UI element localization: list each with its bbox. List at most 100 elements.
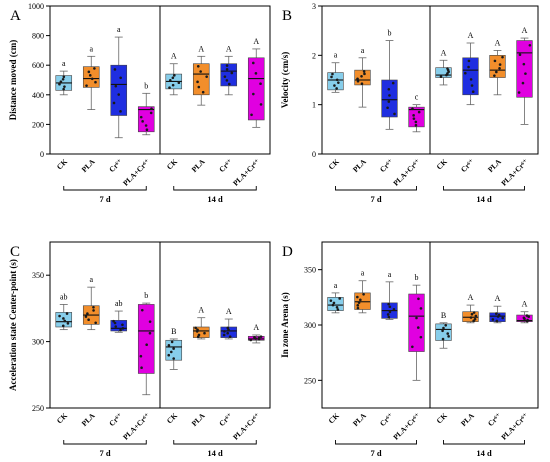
x-category-label: PLA+Cr⁶⁺ [391,411,422,442]
data-point [87,70,91,74]
data-point [387,100,391,103]
data-point [139,115,143,119]
data-point [417,110,421,114]
data-point [330,75,333,79]
box-b-7: A PLA+Cr⁶⁺ [499,26,533,188]
data-point [331,303,335,307]
data-point [419,335,423,339]
data-point [201,90,205,94]
data-point [194,326,197,330]
box-d-3: b PLA+Cr⁶⁺ [391,273,425,442]
data-point [412,114,415,117]
data-point [335,78,339,82]
y-tick-label: 1000 [28,2,44,11]
data-point [470,312,474,316]
significance-letter: A [441,48,447,57]
group-bracket [335,186,417,191]
data-point [113,321,117,325]
data-point [469,78,473,81]
data-point [495,319,499,323]
y-tick-label: 800 [32,32,44,41]
box-body [82,66,100,88]
group-label: 14 d [476,448,492,458]
data-point [522,62,526,66]
group-label: 14 d [207,194,223,204]
significance-letter: ab [60,292,68,301]
data-point [252,92,255,96]
panel-label: B [282,8,292,24]
data-point [332,301,336,305]
y-axis-label: Distance moved (cm) [8,40,18,120]
box-body [435,67,452,78]
data-point [168,86,171,89]
significance-letter: a [361,46,365,55]
x-category-label: PLA+Cr⁶⁺ [231,157,262,188]
data-point [415,316,418,320]
box-body [408,293,425,352]
box-body [489,55,506,78]
box-b-1: a PLA [351,46,371,174]
data-point [171,76,175,80]
x-category-label: CK [165,411,179,425]
data-point [172,357,175,360]
significance-letter: a [334,51,338,60]
data-point [196,80,199,84]
data-point [199,70,202,73]
data-point [225,67,229,71]
significance-letter: b [388,29,392,38]
x-category-label: CK [327,411,341,425]
data-point [121,323,124,327]
group-label: 14 d [476,194,492,204]
data-point [250,113,253,117]
box-c-0: ab CK [55,292,73,425]
data-point [58,314,61,318]
data-point [61,324,65,328]
significance-letter: A [226,307,232,316]
x-category-label: PLA [351,157,368,174]
x-category-label: Cr⁶⁺ [378,157,395,174]
data-point [59,80,63,84]
y-tick-label: 2 [312,51,316,60]
data-point [223,75,227,78]
data-point [493,74,496,77]
significance-letter: a [361,269,365,278]
data-point [387,302,390,306]
data-point [412,117,416,120]
data-point [203,331,206,335]
data-point [498,66,501,70]
data-point [65,312,69,315]
box-body [327,297,344,311]
box-body [220,63,238,87]
data-point [114,84,118,88]
data-point [140,308,144,312]
x-category-label: PLA [190,411,207,428]
x-category-label: PLA [80,411,97,428]
data-point [112,101,116,105]
y-tick-label: 300 [32,338,44,347]
data-point [447,335,450,338]
data-point [222,333,226,337]
y-tick-label: 300 [304,321,316,330]
data-point [522,316,526,320]
x-category-label: PLA+Cr⁶⁺ [391,157,422,188]
y-axis-label: Velocity (cm/s) [280,52,290,108]
y-tick-label: 3 [312,2,316,11]
data-point [439,75,443,79]
group-bracket [335,440,417,445]
group-label: 7 d [99,448,110,458]
significance-letter: A [198,306,204,315]
box-body [110,64,128,116]
box-body [137,106,155,133]
box-body [462,57,479,96]
y-tick-label: 600 [32,61,44,70]
data-point [329,299,333,302]
y-axis-label: Acceleration state Center-point (s) [8,259,18,391]
data-point [470,84,474,87]
data-point [148,331,152,335]
data-point [497,313,501,317]
x-category-label: CK [435,411,449,425]
significance-letter: A [253,323,259,332]
data-point [119,76,122,80]
data-point [501,316,504,320]
data-point [518,53,522,57]
